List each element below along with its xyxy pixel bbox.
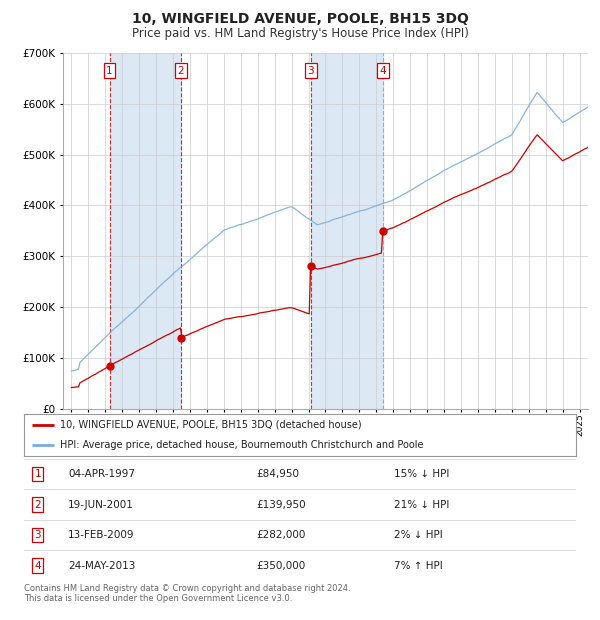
- Text: 10, WINGFIELD AVENUE, POOLE, BH15 3DQ (detached house): 10, WINGFIELD AVENUE, POOLE, BH15 3DQ (d…: [60, 420, 362, 430]
- Text: 24-MAY-2013: 24-MAY-2013: [68, 560, 136, 570]
- Bar: [311, 53, 383, 409]
- Text: 19-JUN-2001: 19-JUN-2001: [68, 500, 134, 510]
- Text: HPI: Average price, detached house, Bournemouth Christchurch and Poole: HPI: Average price, detached house, Bour…: [60, 440, 424, 450]
- Text: 7% ↑ HPI: 7% ↑ HPI: [394, 560, 443, 570]
- Text: Contains HM Land Registry data © Crown copyright and database right 2024.
This d: Contains HM Land Registry data © Crown c…: [24, 584, 350, 603]
- Text: 15% ↓ HPI: 15% ↓ HPI: [394, 469, 449, 479]
- Text: 04-APR-1997: 04-APR-1997: [68, 469, 135, 479]
- Text: 10, WINGFIELD AVENUE, POOLE, BH15 3DQ: 10, WINGFIELD AVENUE, POOLE, BH15 3DQ: [131, 12, 469, 27]
- Text: £350,000: £350,000: [256, 560, 305, 570]
- Text: £139,950: £139,950: [256, 500, 305, 510]
- Text: 21% ↓ HPI: 21% ↓ HPI: [394, 500, 449, 510]
- Text: 4: 4: [34, 560, 41, 570]
- Text: £84,950: £84,950: [256, 469, 299, 479]
- Text: 13-FEB-2009: 13-FEB-2009: [68, 530, 134, 540]
- Bar: [110, 53, 181, 409]
- Text: 3: 3: [307, 66, 314, 76]
- Text: Price paid vs. HM Land Registry's House Price Index (HPI): Price paid vs. HM Land Registry's House …: [131, 27, 469, 40]
- Text: 1: 1: [106, 66, 113, 76]
- Text: 2% ↓ HPI: 2% ↓ HPI: [394, 530, 443, 540]
- Text: 1: 1: [34, 469, 41, 479]
- Text: £282,000: £282,000: [256, 530, 305, 540]
- Text: 2: 2: [34, 500, 41, 510]
- Text: 3: 3: [34, 530, 41, 540]
- Text: 2: 2: [178, 66, 184, 76]
- Text: 4: 4: [379, 66, 386, 76]
